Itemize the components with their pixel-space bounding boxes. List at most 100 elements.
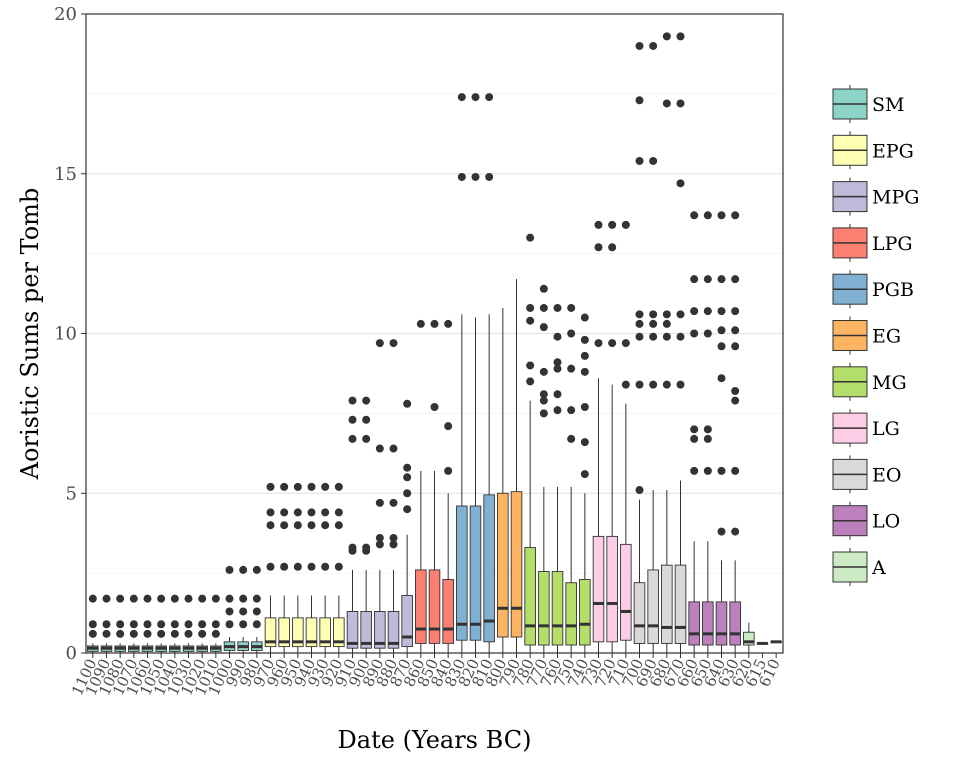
outlier-point — [580, 313, 589, 322]
box-1050 — [155, 594, 167, 653]
box-760 — [551, 303, 564, 653]
box-1060 — [141, 594, 154, 653]
outlier-point — [662, 319, 671, 328]
outlier-point — [635, 310, 644, 319]
outlier-point — [608, 220, 617, 229]
box-body — [538, 571, 550, 646]
outlier-point — [539, 396, 548, 405]
outlier-point — [635, 332, 644, 341]
outlier-point — [348, 396, 357, 405]
box-1080 — [114, 594, 126, 653]
outlier-point — [362, 434, 371, 443]
outlier-point — [157, 594, 166, 603]
legend-label: EPG — [872, 140, 914, 162]
legend-item-lpg: LPG — [832, 223, 913, 262]
outlier-point — [703, 425, 712, 434]
outlier-point — [676, 99, 685, 108]
legend-label: PGB — [872, 279, 914, 301]
outlier-point — [676, 310, 685, 319]
legend-label: LPG — [872, 233, 913, 255]
box-1070 — [128, 594, 140, 653]
outlier-point — [731, 466, 740, 475]
outlier-point — [471, 93, 480, 102]
y-tick-label: 5 — [66, 483, 77, 504]
outlier-point — [389, 533, 398, 542]
outlier-point — [580, 438, 589, 447]
outlier-point — [485, 93, 494, 102]
outlier-point — [539, 390, 548, 399]
outlier-point — [553, 390, 562, 399]
outlier-point — [662, 380, 671, 389]
box-720 — [606, 220, 618, 653]
outlier-point — [662, 332, 671, 341]
outlier-point — [690, 329, 699, 338]
box-body — [620, 543, 632, 641]
y-axis: 0 5 10 15 20 — [54, 4, 86, 664]
outlier-point — [375, 540, 384, 549]
box-700 — [633, 41, 646, 653]
outlier-point — [211, 620, 220, 629]
box-body — [579, 579, 591, 646]
outlier-point — [170, 620, 179, 629]
outlier-point — [553, 406, 562, 415]
box-body — [360, 611, 372, 649]
outlier-point — [621, 220, 630, 229]
box-body — [456, 505, 468, 641]
outlier-point — [102, 629, 111, 638]
legend-item-lg: LG — [832, 409, 900, 448]
legend-label: EO — [872, 464, 901, 486]
box-640 — [715, 211, 728, 653]
outlier-point — [676, 332, 685, 341]
outlier-point — [635, 156, 644, 165]
outlier-point — [676, 380, 685, 389]
legend-item-mg: MG — [832, 362, 907, 401]
box-660 — [688, 211, 700, 653]
outlier-point — [444, 422, 453, 431]
box-610 — [770, 640, 782, 644]
outlier-point — [307, 562, 316, 571]
box-960 — [278, 482, 290, 653]
outlier-point — [594, 220, 603, 229]
box-790 — [510, 279, 523, 653]
outlier-point — [662, 310, 671, 319]
outlier-point — [430, 319, 439, 328]
outlier-point — [170, 629, 179, 638]
outlier-point — [539, 303, 548, 312]
outlier-point — [649, 41, 658, 50]
box-800 — [497, 307, 509, 653]
box-1010 — [210, 594, 222, 653]
box-1000 — [223, 565, 236, 653]
outlier-point — [184, 620, 193, 629]
outlier-point — [266, 508, 275, 517]
outlier-point — [143, 594, 152, 603]
outlier-point — [184, 629, 193, 638]
outlier-point — [485, 172, 494, 181]
outlier-point — [416, 319, 425, 328]
outlier-point — [717, 307, 726, 316]
box-body — [688, 601, 700, 646]
outlier-point — [334, 482, 343, 491]
box-740 — [579, 313, 591, 653]
box-1090 — [100, 594, 113, 653]
legend-item-lo: LO — [832, 501, 900, 540]
outlier-point — [690, 466, 699, 475]
outlier-point — [375, 444, 384, 453]
outlier-point — [690, 307, 699, 316]
box-1020 — [196, 594, 208, 653]
box-body — [442, 579, 454, 644]
outlier-point — [389, 498, 398, 507]
legend-label: LG — [872, 418, 900, 440]
legend-label: LO — [872, 511, 900, 533]
outlier-point — [88, 594, 97, 603]
outlier-point — [731, 326, 740, 335]
outlier-point — [430, 402, 439, 411]
box-680 — [661, 32, 673, 653]
box-930 — [319, 482, 331, 653]
box-940 — [305, 482, 318, 653]
box-860 — [415, 319, 427, 653]
outlier-point — [198, 594, 207, 603]
outlier-point — [375, 533, 384, 542]
outlier-point — [635, 380, 644, 389]
box-body — [633, 582, 646, 644]
